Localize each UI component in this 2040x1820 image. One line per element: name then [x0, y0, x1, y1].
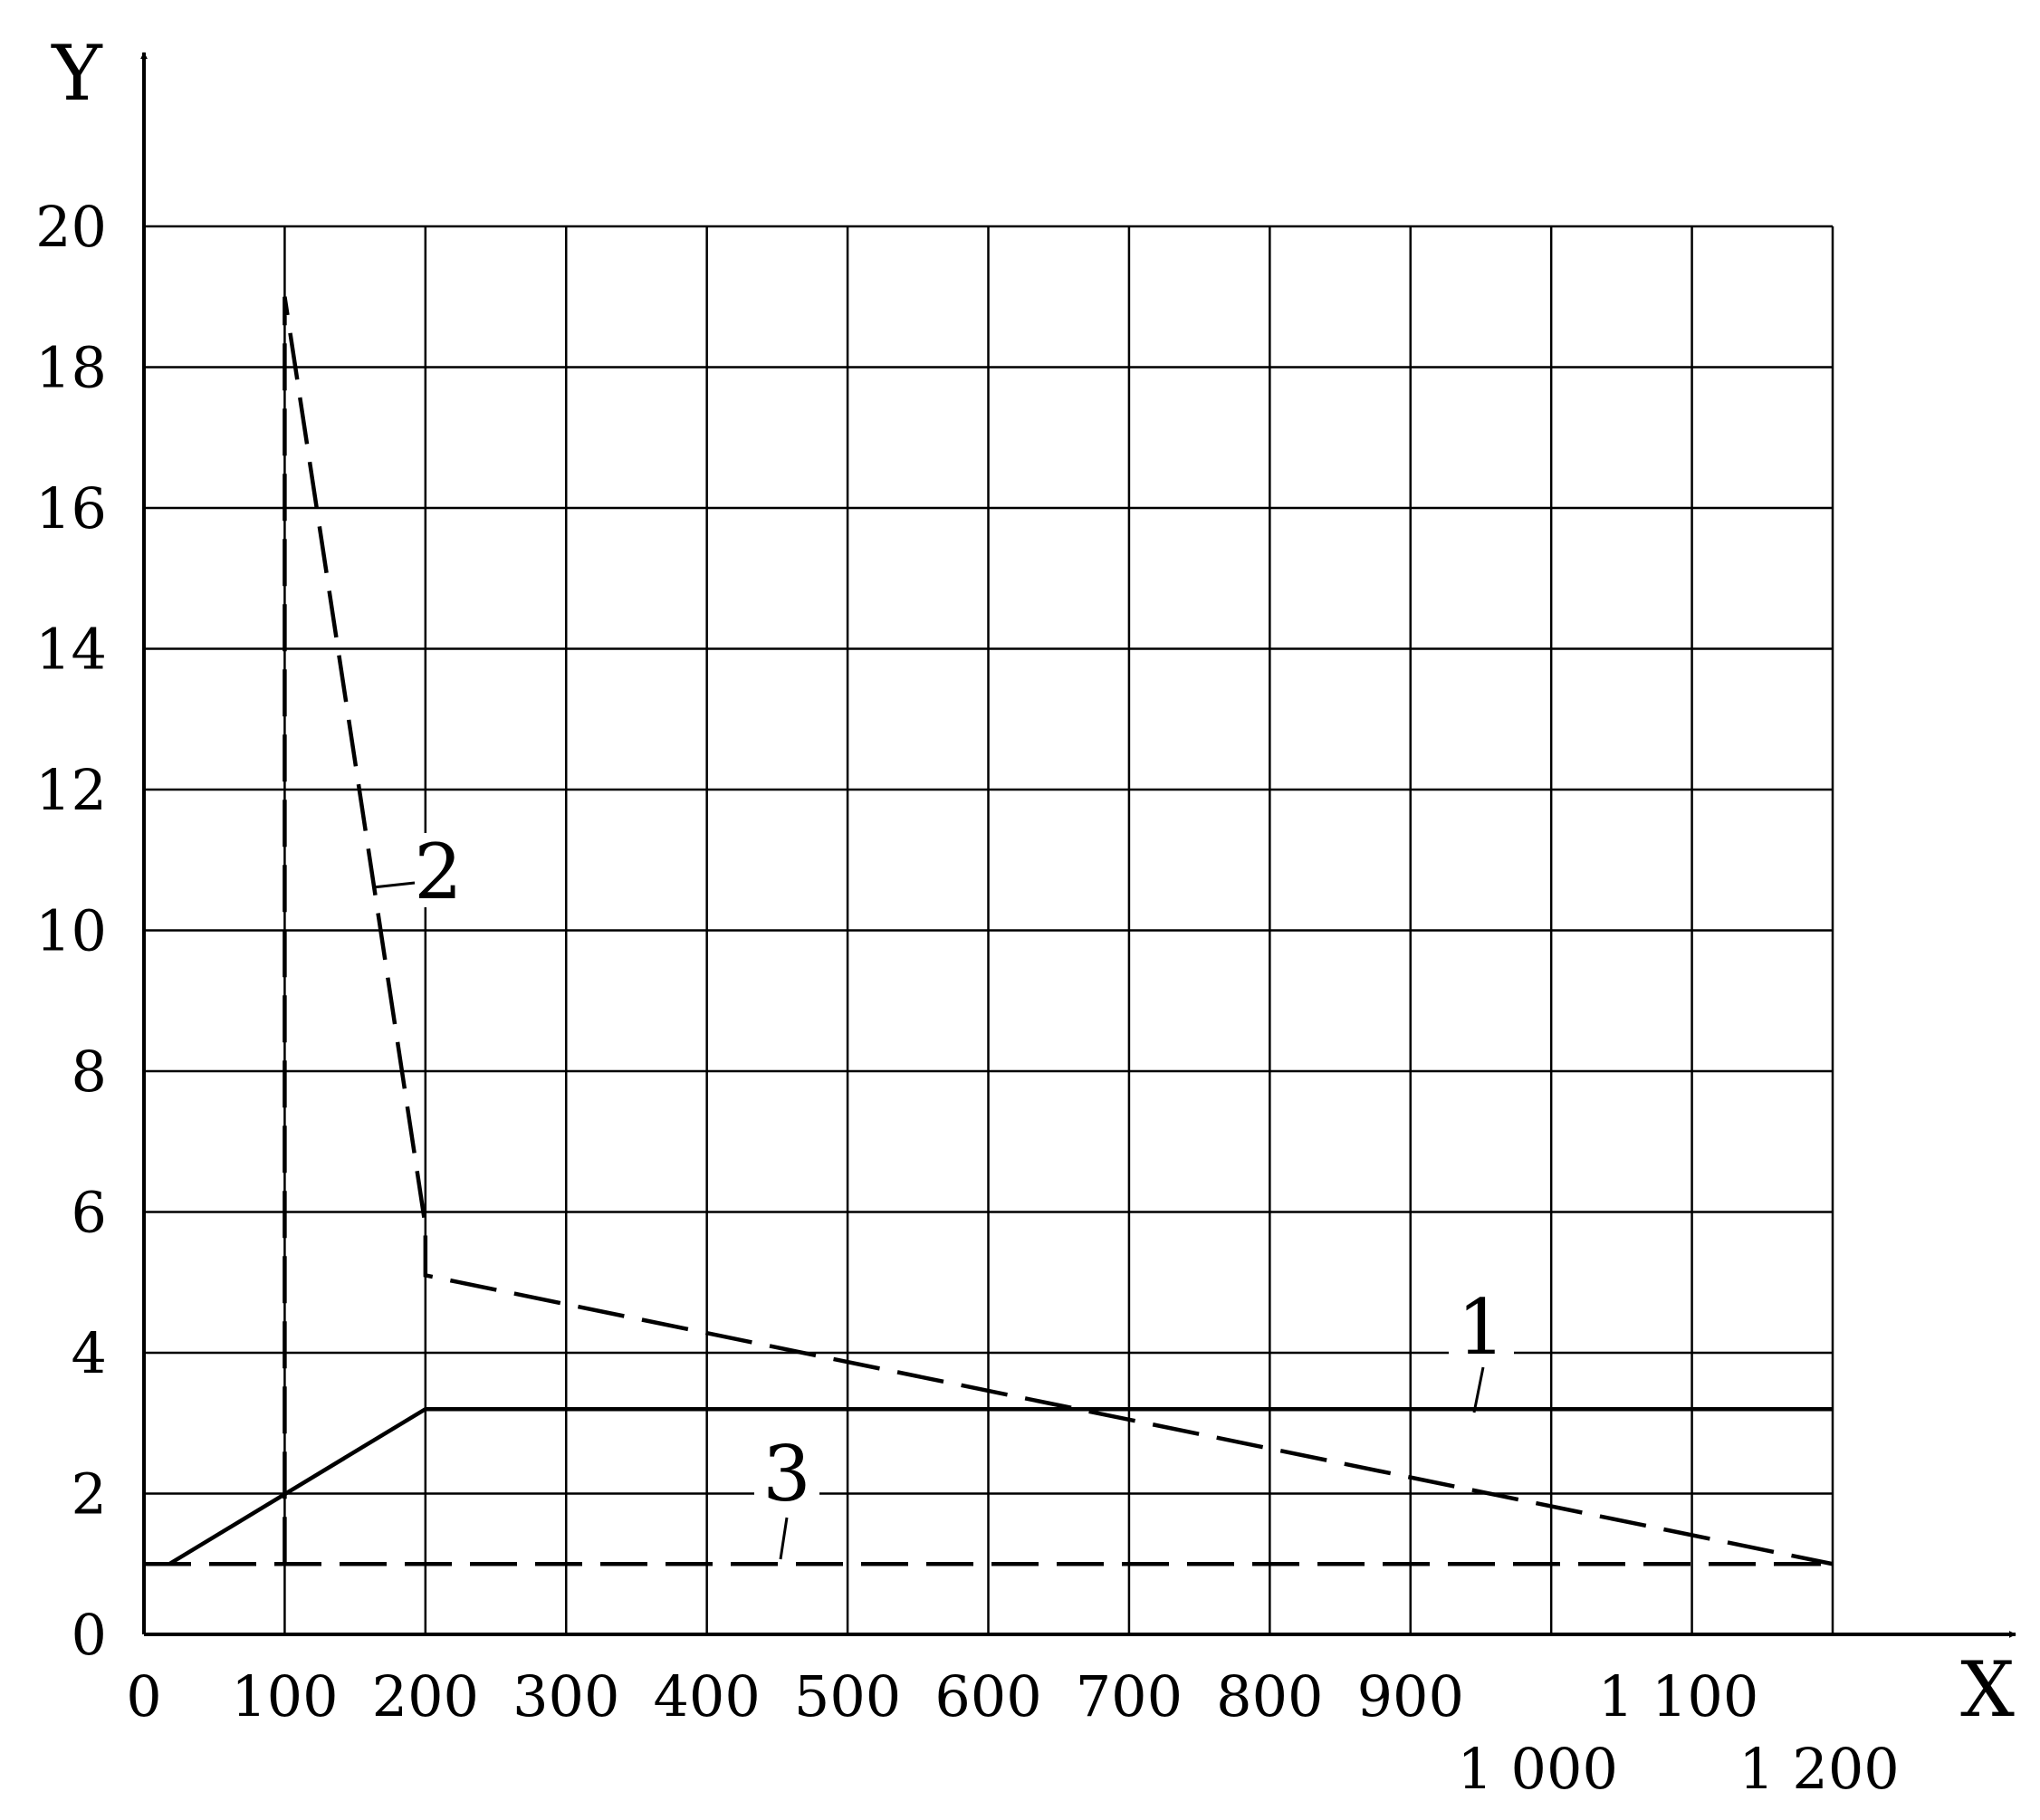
series-line	[168, 1406, 1833, 1566]
series-label: 2	[414, 828, 462, 916]
x-tick-label: 300	[512, 1663, 619, 1729]
y-tick-label: 2	[72, 1461, 107, 1528]
y-tick-label: 4	[72, 1320, 107, 1386]
series-label: 1	[1457, 1283, 1505, 1372]
y-tick-label: 0	[72, 1602, 107, 1668]
x-tick-label: 200	[372, 1663, 479, 1729]
x-tick-label: 800	[1216, 1663, 1323, 1729]
series-label: 3	[762, 1430, 810, 1518]
x-axis-label: X	[1960, 1645, 2015, 1734]
y-tick-label: 8	[72, 1039, 107, 1105]
y-tick-label: 12	[35, 757, 107, 823]
x-tick-label: 600	[934, 1663, 1041, 1729]
y-tick-label: 14	[35, 617, 107, 683]
x-tick-label: 900	[1357, 1663, 1464, 1729]
y-tick-label: 18	[35, 335, 107, 401]
y-tick-label: 20	[35, 194, 107, 260]
leader-line	[1472, 1366, 1485, 1413]
x-tick-label: 100	[231, 1663, 338, 1729]
y-tick-label: 16	[35, 475, 107, 541]
x-tick-label: 400	[653, 1663, 760, 1729]
y-tick-label: 10	[35, 898, 107, 964]
x-tick-label: 1 100	[1598, 1663, 1759, 1729]
label-bg	[406, 833, 471, 907]
x-tick-label: 0	[126, 1663, 161, 1729]
label-bg	[754, 1435, 819, 1509]
x-tick-label: 1 200	[1738, 1736, 1900, 1802]
leader-line	[779, 1517, 789, 1560]
x-tick-label: 700	[1076, 1663, 1183, 1729]
x-tick-label: 500	[794, 1663, 901, 1729]
leader-line	[372, 881, 416, 889]
y-tick-label: 6	[72, 1180, 107, 1246]
x-tick-label: 1 000	[1457, 1736, 1618, 1802]
y-axis-label: Y	[51, 29, 103, 118]
label-bg	[1449, 1288, 1514, 1363]
